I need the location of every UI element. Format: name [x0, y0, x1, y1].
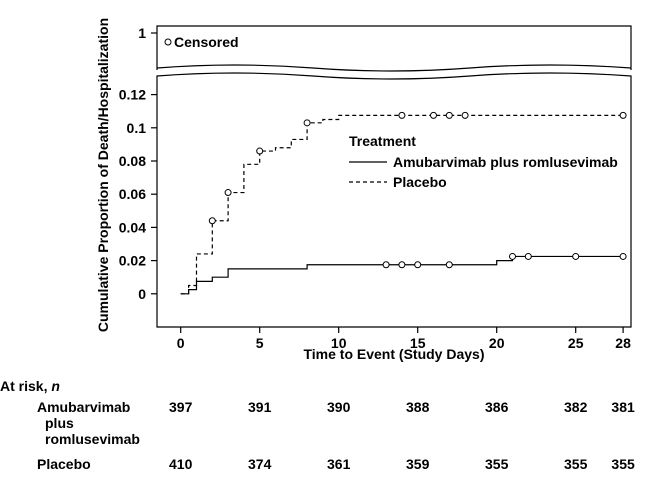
- y-tick-label: 0.1: [127, 120, 147, 136]
- top-panel-break: [156, 64, 632, 72]
- at-risk-value: 361: [327, 456, 351, 472]
- censor-marker-amubarvimab: [445, 261, 453, 269]
- y-tick-label: 0.06: [119, 186, 146, 202]
- at-risk-value: 386: [485, 399, 509, 415]
- x-tick-label: 25: [568, 335, 584, 351]
- censor-marker-placebo: [430, 111, 437, 119]
- top-panel-tick-label: 1: [138, 25, 146, 41]
- censor-marker-placebo: [619, 111, 627, 119]
- x-tick-label: 15: [410, 335, 426, 351]
- y-tick-label: 0.02: [119, 253, 146, 269]
- censor-key-marker: [164, 38, 172, 46]
- censor-marker-amubarvimab: [398, 261, 406, 269]
- y-tick-label: 0.04: [119, 219, 146, 235]
- censor-marker-placebo: [208, 217, 216, 225]
- x-axis: 0 5 10 15 20 25 28: [177, 327, 631, 351]
- series-layer: [180, 111, 627, 295]
- censor-marker-placebo: [398, 111, 406, 119]
- series-line-placebo: [180, 114, 624, 295]
- risk-group-label-line: Amubarvimab: [37, 399, 131, 415]
- y-tick-label: 0.12: [119, 87, 146, 103]
- y-tick-label: 0.08: [119, 153, 146, 169]
- at-risk-value: 391: [248, 399, 272, 415]
- at-risk-value: 388: [406, 399, 430, 415]
- series-line-amubarvimab: [180, 255, 624, 295]
- at-risk-value: 390: [327, 399, 351, 415]
- at-risk-value: 355: [564, 456, 588, 472]
- at-risk-header: At risk, n: [0, 378, 60, 394]
- x-tick-label: 20: [489, 335, 505, 351]
- km-chart: 1 Censored 00.020.040.060.080.10.12 0 5 10…: [95, 18, 632, 362]
- risk-group-label-amubarvimab: Amubarvimab plus romlusevimab: [37, 399, 140, 447]
- censor-marker-placebo: [445, 111, 453, 119]
- legend-label-placebo: Placebo: [393, 174, 447, 190]
- at-risk-value: 355: [611, 456, 635, 472]
- top-panel: 1 Censored: [138, 25, 632, 72]
- x-axis-title: Time to Event (Study Days): [303, 346, 484, 362]
- y-tick-label: 0: [138, 286, 146, 302]
- censor-marker-amubarvimab: [382, 261, 390, 269]
- x-tick-label: 0: [177, 335, 185, 351]
- at-risk-value: 410: [169, 456, 193, 472]
- at-risk-value: 381: [611, 399, 635, 415]
- censor-marker-placebo: [256, 147, 264, 155]
- y-axis-title: Cumulative Proportion of Death/Hospitali…: [95, 18, 111, 332]
- legend: Treatment Amubarvimab plus romlusevimab …: [349, 133, 618, 190]
- risk-group-label-line: plus: [45, 415, 74, 431]
- censor-marker-amubarvimab: [509, 252, 516, 260]
- at-risk-header-text: At risk,: [0, 378, 48, 394]
- main-panel-frame: [156, 72, 632, 328]
- at-risk-value: 359: [406, 456, 430, 472]
- at-risk-value: 374: [248, 456, 272, 472]
- censor-marker-placebo: [224, 189, 232, 197]
- at-risk-table: At risk, n Amubarvimab plus romlusevimab…: [0, 374, 645, 486]
- x-tick-label: 10: [331, 335, 347, 351]
- legend-title: Treatment: [349, 133, 416, 149]
- x-tick-label: 5: [256, 335, 264, 351]
- at-risk-value: 382: [564, 399, 588, 415]
- risk-group-label-placebo: Placebo: [37, 456, 91, 472]
- censor-marker-placebo: [303, 119, 311, 127]
- censor-marker-amubarvimab: [619, 252, 627, 260]
- x-tick-label: 28: [615, 335, 631, 351]
- censor-key-label: Censored: [174, 34, 239, 50]
- at-risk-header-n: n: [51, 378, 60, 394]
- y-axis: 0 0.02 0.04 0.06 0.08 0.1 0.12: [119, 87, 157, 302]
- risk-group-label-line: romlusevimab: [45, 431, 140, 447]
- at-risk-value: 397: [169, 399, 193, 415]
- risk-group-label-line: Placebo: [37, 456, 91, 472]
- censor-marker-placebo: [461, 111, 469, 119]
- censor-marker-amubarvimab: [414, 261, 422, 269]
- top-panel-frame: [156, 25, 632, 70]
- legend-label-amubarvimab: Amubarvimab plus romlusevimab: [393, 154, 618, 170]
- censor-marker-amubarvimab: [524, 252, 532, 260]
- censor-marker-amubarvimab: [572, 252, 580, 260]
- at-risk-value: 355: [485, 456, 509, 472]
